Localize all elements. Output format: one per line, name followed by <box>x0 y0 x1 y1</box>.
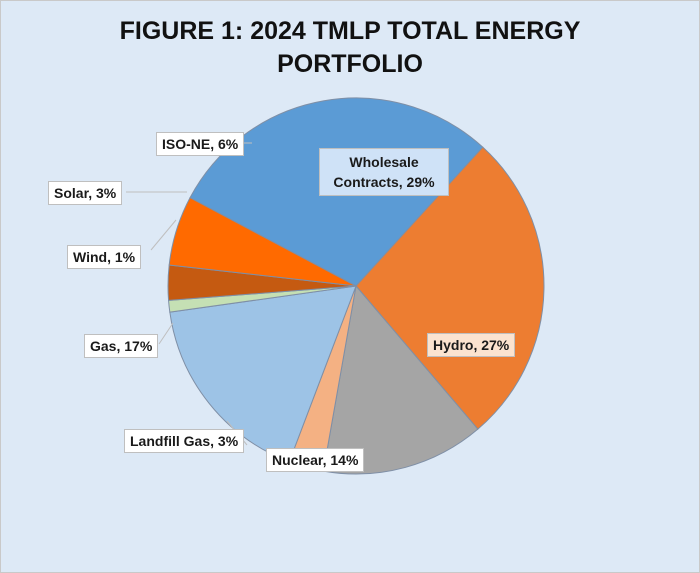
chart-title-line-2: PORTFOLIO <box>277 50 423 78</box>
label-gas: Gas, 17% <box>84 334 159 358</box>
label-hydro: Hydro, 27% <box>427 333 516 357</box>
pie-slice-iso-ne <box>168 197 357 287</box>
label-nuclear: Nuclear, 14% <box>266 448 365 472</box>
label-iso-ne: ISO-NE, 6% <box>156 132 245 156</box>
label-landfill-gas: Landfill Gas, 3% <box>124 429 245 453</box>
chart-title-line-1: FIGURE 1: 2024 TMLP TOTAL ENERGY <box>119 17 581 45</box>
leader-line-wind <box>150 219 177 251</box>
leader-line-gas <box>158 322 174 345</box>
pie-slice-hydro <box>355 146 545 430</box>
pie-slice-nuclear <box>322 284 479 475</box>
label-wholesale-contracts: Wholesale Contracts, 29% <box>319 148 449 196</box>
label-solar: Solar, 3% <box>48 181 123 205</box>
label-wind: Wind, 1% <box>67 245 142 269</box>
chart-title: FIGURE 1: 2024 TMLP TOTAL ENERGY PORTFOL… <box>1 15 699 81</box>
